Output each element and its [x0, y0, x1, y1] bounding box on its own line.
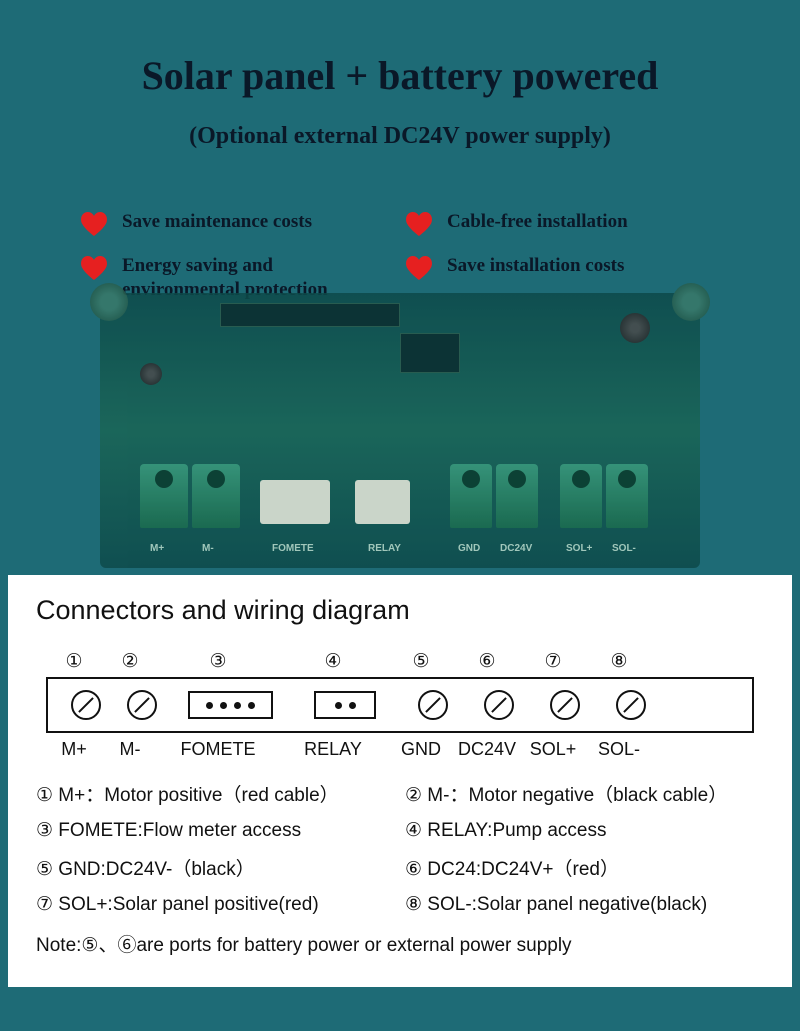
pin-connector-icon	[314, 691, 376, 719]
screw-terminal-icon	[127, 690, 157, 720]
connector-label: M-	[102, 739, 158, 760]
pcb-label: SOL+	[566, 543, 592, 554]
wiring-diagram-panel: Connectors and wiring diagram ①②③④⑤⑥⑦⑧ M…	[8, 575, 792, 987]
connector-number: ⑧	[586, 650, 652, 673]
connector-slot	[114, 690, 170, 720]
connector-slot	[290, 691, 400, 719]
connector-label: GND	[388, 739, 454, 760]
connector-label: SOL-	[586, 739, 652, 760]
connector-label: DC24V	[454, 739, 520, 760]
connector-legend: ① M+：Motor positive（red cable） ② M-：Motor…	[36, 780, 764, 916]
connector-label: SOL+	[520, 739, 586, 760]
legend-item: ① M+：Motor positive（red cable）	[36, 780, 395, 807]
connector-slot	[466, 690, 532, 720]
legend-item: ⑧ SOL-:Solar panel negative(black)	[405, 893, 764, 916]
connector-number: ①	[46, 650, 102, 673]
heart-icon	[405, 212, 433, 236]
heart-icon	[405, 256, 433, 280]
connector-number: ⑤	[388, 650, 454, 673]
connector-label: RELAY	[278, 739, 388, 760]
connector-label: FOMETE	[158, 739, 278, 760]
connector-label-row: M+M-FOMETERELAYGNDDC24VSOL+SOL-	[36, 739, 764, 760]
feature-grid: Save maintenance costs Cable-free instal…	[0, 150, 800, 302]
connector-number: ⑥	[454, 650, 520, 673]
pcb-label: RELAY	[368, 543, 401, 554]
pcb-label: FOMETE	[272, 543, 314, 554]
screw-terminal-icon	[616, 690, 646, 720]
feature-text: Cable-free installation	[447, 210, 628, 234]
connector-slot	[400, 690, 466, 720]
screw-terminal-icon	[418, 690, 448, 720]
legend-item: ③ FOMETE:Flow meter access	[36, 819, 395, 842]
pcb-label: DC24V	[500, 543, 532, 554]
legend-item: ⑤ GND:DC24V-（black）	[36, 854, 395, 881]
feature-item: Cable-free installation	[405, 210, 720, 236]
pin-connector-icon	[188, 691, 273, 719]
connector-slot	[598, 690, 664, 720]
connector-number: ⑦	[520, 650, 586, 673]
connector-number: ②	[102, 650, 158, 673]
pcb-illustration: M+ M- FOMETE RELAY GND DC24V SOL+ SOL-	[100, 293, 700, 568]
diagram-note: Note:⑤、⑥are ports for battery power or e…	[36, 930, 764, 957]
screw-terminal-icon	[484, 690, 514, 720]
heart-icon	[80, 212, 108, 236]
pcb-label: GND	[458, 543, 480, 554]
feature-text: Save installation costs	[447, 254, 624, 278]
legend-item: ④ RELAY:Pump access	[405, 819, 764, 842]
pcb-label: M+	[150, 543, 164, 554]
pcb-label: M-	[202, 543, 214, 554]
connector-label: M+	[46, 739, 102, 760]
screw-terminal-icon	[550, 690, 580, 720]
pcb-label: SOL-	[612, 543, 636, 554]
connector-slot	[532, 690, 598, 720]
heart-icon	[80, 256, 108, 280]
connector-slot	[58, 690, 114, 720]
feature-item: Save maintenance costs	[80, 210, 395, 236]
legend-item: ⑥ DC24:DC24V+（red）	[405, 854, 764, 881]
connector-number: ④	[278, 650, 388, 673]
screw-terminal-icon	[71, 690, 101, 720]
connector-number: ③	[158, 650, 278, 673]
diagram-title: Connectors and wiring diagram	[36, 595, 764, 626]
connector-number-row: ①②③④⑤⑥⑦⑧	[36, 650, 764, 673]
connector-slot	[170, 691, 290, 719]
legend-item: ② M-：Motor negative（black cable）	[405, 780, 764, 807]
legend-item: ⑦ SOL+:Solar panel positive(red)	[36, 893, 395, 916]
page-subtitle: (Optional external DC24V power supply)	[0, 99, 800, 150]
connector-box	[46, 677, 754, 733]
feature-text: Save maintenance costs	[122, 210, 312, 234]
page-title: Solar panel + battery powered	[0, 0, 800, 99]
